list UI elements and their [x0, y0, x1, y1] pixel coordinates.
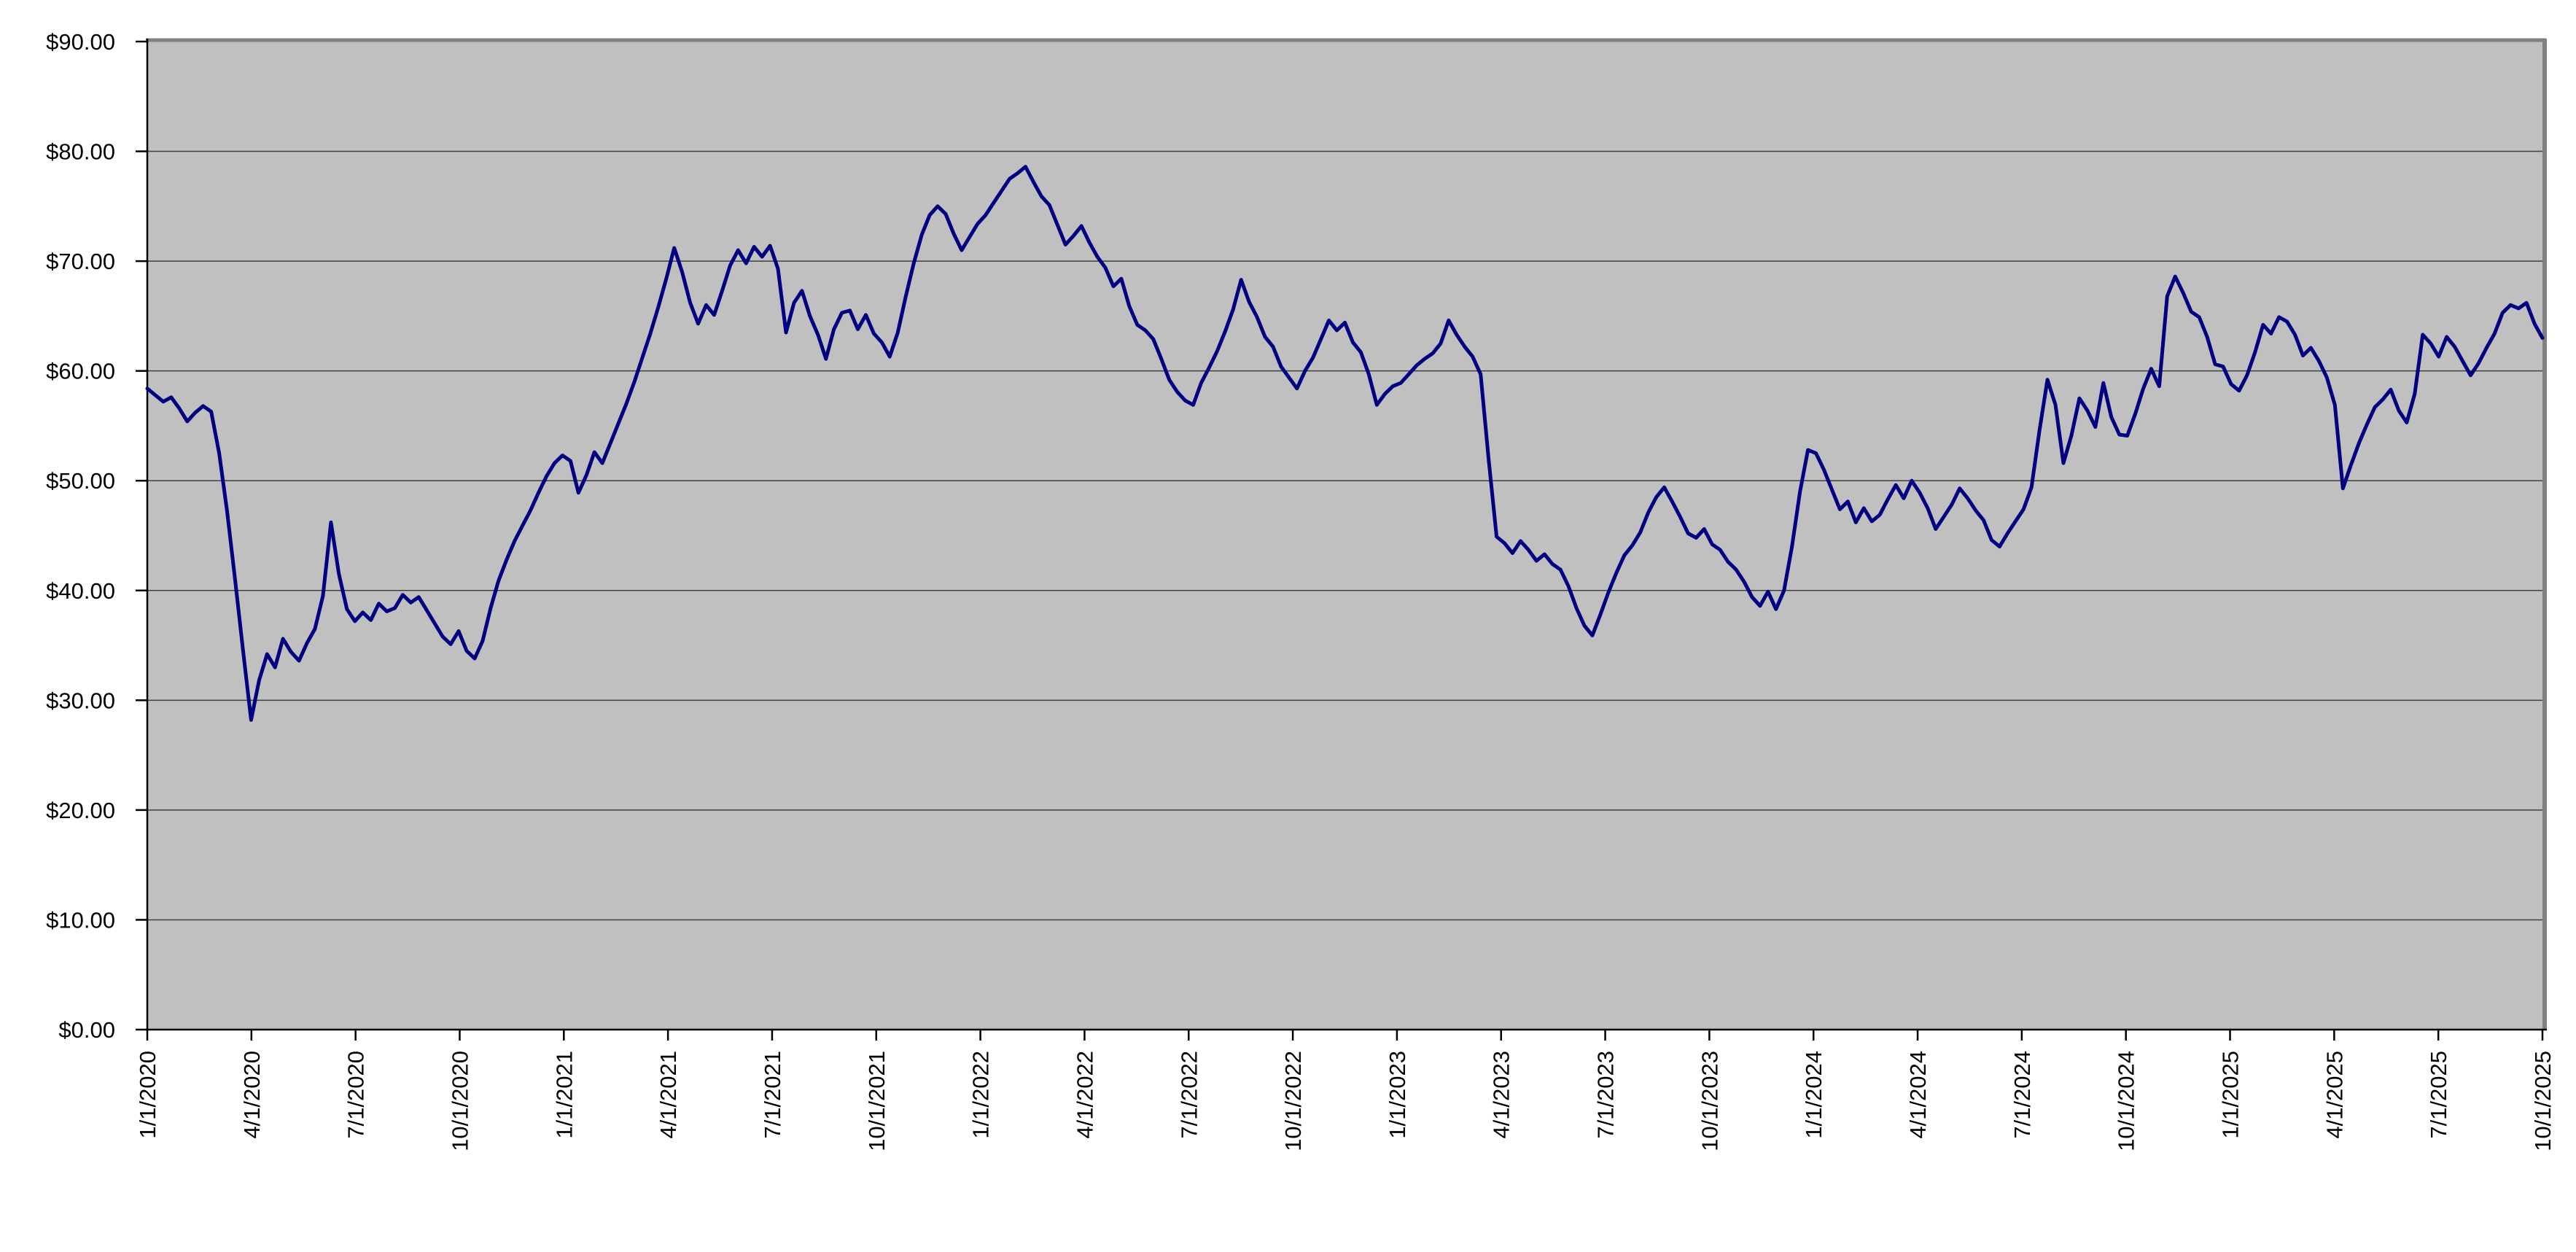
- y-axis-label: $20.00: [46, 798, 115, 823]
- x-axis-label: 4/1/2020: [239, 1051, 265, 1139]
- x-axis-label: 7/1/2023: [1593, 1051, 1619, 1139]
- y-axis-labels: $0.00 $10.00 $20.00 $30.00 $40.00 $50.00 $60.0…: [46, 29, 115, 1043]
- x-axis-label: 10/1/2022: [1280, 1051, 1306, 1151]
- x-axis-label: 4/1/2023: [1489, 1051, 1514, 1139]
- x-axis-label: 1/1/2024: [1801, 1051, 1826, 1139]
- y-axis-label: $80.00: [46, 139, 115, 165]
- y-axis-ticks: [136, 40, 147, 1031]
- y-axis-label: $70.00: [46, 249, 115, 274]
- x-axis-label: 10/1/2024: [2114, 1051, 2139, 1151]
- x-axis-label: 7/1/2020: [343, 1051, 369, 1139]
- y-axis-label: $40.00: [46, 578, 115, 604]
- plot-borders: [146, 38, 2547, 1031]
- x-axis-label: 1/1/2020: [135, 1051, 160, 1139]
- x-axis-label: 1/1/2022: [968, 1051, 994, 1139]
- x-axis-label: 1/1/2023: [1385, 1051, 1410, 1139]
- price-line-series: [145, 165, 2545, 722]
- x-axis-label: 10/1/2025: [2530, 1051, 2556, 1151]
- x-axis-label: 10/1/2021: [864, 1051, 890, 1151]
- x-axis-label: 4/1/2022: [1072, 1051, 1097, 1139]
- plot-area: [147, 42, 2542, 1030]
- x-axis-label: 10/1/2020: [447, 1051, 472, 1151]
- x-axis-label: 10/1/2023: [1697, 1051, 1722, 1151]
- x-axis-label: 4/1/2025: [2322, 1051, 2347, 1139]
- x-axis-label: 1/1/2025: [2218, 1051, 2244, 1139]
- x-axis-label: 4/1/2024: [1905, 1051, 1931, 1139]
- y-axis-label: $10.00: [46, 907, 115, 933]
- x-axis-label: 1/1/2021: [551, 1051, 577, 1139]
- y-axis-label: $60.00: [46, 359, 115, 384]
- y-axis-label: $30.00: [46, 688, 115, 713]
- x-axis-label: 7/1/2021: [760, 1051, 785, 1139]
- x-axis-labels: 1/1/2020 4/1/2020 7/1/2020 10/1/2020 1/1/202…: [135, 1051, 2556, 1151]
- y-axis-label: $50.00: [46, 468, 115, 494]
- horizontal-gridlines: [147, 150, 2542, 921]
- x-axis-label: 7/1/2022: [1176, 1051, 1202, 1139]
- y-axis-label: $90.00: [46, 29, 115, 55]
- y-axis-label: $0.00: [58, 1017, 115, 1043]
- x-axis-label: 7/1/2024: [2009, 1051, 2035, 1139]
- x-axis-label: 7/1/2025: [2426, 1051, 2451, 1139]
- x-axis-label: 4/1/2021: [655, 1051, 681, 1139]
- x-axis-ticks: [146, 1030, 2544, 1041]
